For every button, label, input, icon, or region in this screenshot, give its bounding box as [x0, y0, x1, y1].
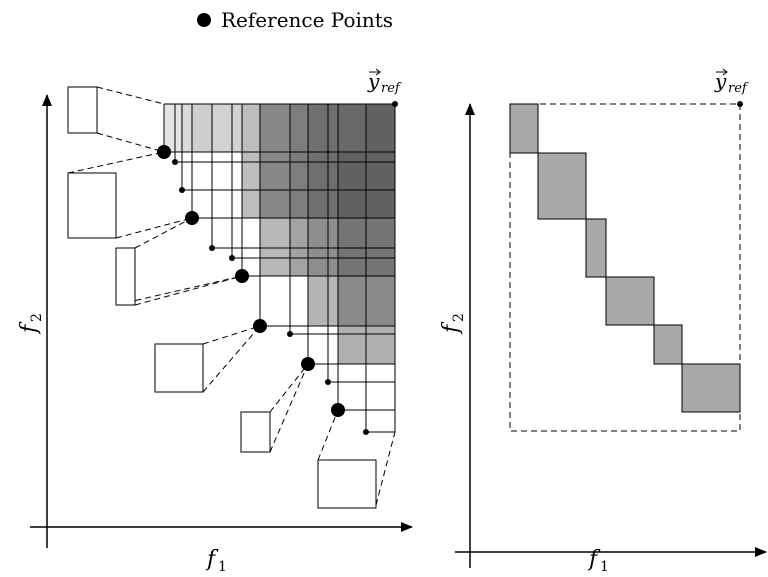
sample-points: [172, 159, 369, 435]
dominated-region: [164, 104, 395, 364]
svg-text:2: 2: [29, 313, 45, 322]
svg-text:2: 2: [451, 313, 467, 322]
svg-text:y: y: [714, 69, 727, 93]
legend-label: Reference Points: [221, 8, 393, 32]
svg-text:f: f: [17, 321, 42, 335]
legend: Reference Points: [197, 8, 393, 32]
hypervolume-boxes: [509, 103, 741, 413]
svg-text:1: 1: [218, 559, 227, 575]
left-panel: y ref: [17, 68, 413, 575]
right-panel: y ref f 1 f 2: [439, 68, 767, 575]
legend-marker: [197, 13, 211, 27]
svg-text:y: y: [367, 69, 380, 93]
grid-lines: [163, 103, 396, 433]
y-axis-label-left: f 2: [17, 313, 45, 335]
svg-text:f: f: [439, 321, 464, 335]
subregion-boxes: [67, 86, 377, 509]
svg-text:f: f: [205, 547, 219, 572]
ref-point-left: [392, 101, 398, 107]
reference-bounding-box: [509, 103, 741, 432]
reference-point: [157, 145, 171, 159]
x-axis-label-left: f 1: [205, 547, 227, 575]
svg-text:ref: ref: [728, 81, 749, 96]
ref-point-right: [737, 101, 743, 107]
svg-text:ref: ref: [381, 81, 402, 96]
reference-point: [253, 319, 267, 333]
x-axis-label-right: f 1: [587, 547, 609, 575]
ref-label-left: y ref: [367, 68, 402, 96]
svg-text:f: f: [587, 547, 601, 572]
svg-text:1: 1: [600, 559, 609, 575]
projection-lines: [67, 86, 396, 506]
y-axis-label-right: f 2: [439, 313, 467, 335]
ref-label-right: y ref: [714, 68, 749, 96]
